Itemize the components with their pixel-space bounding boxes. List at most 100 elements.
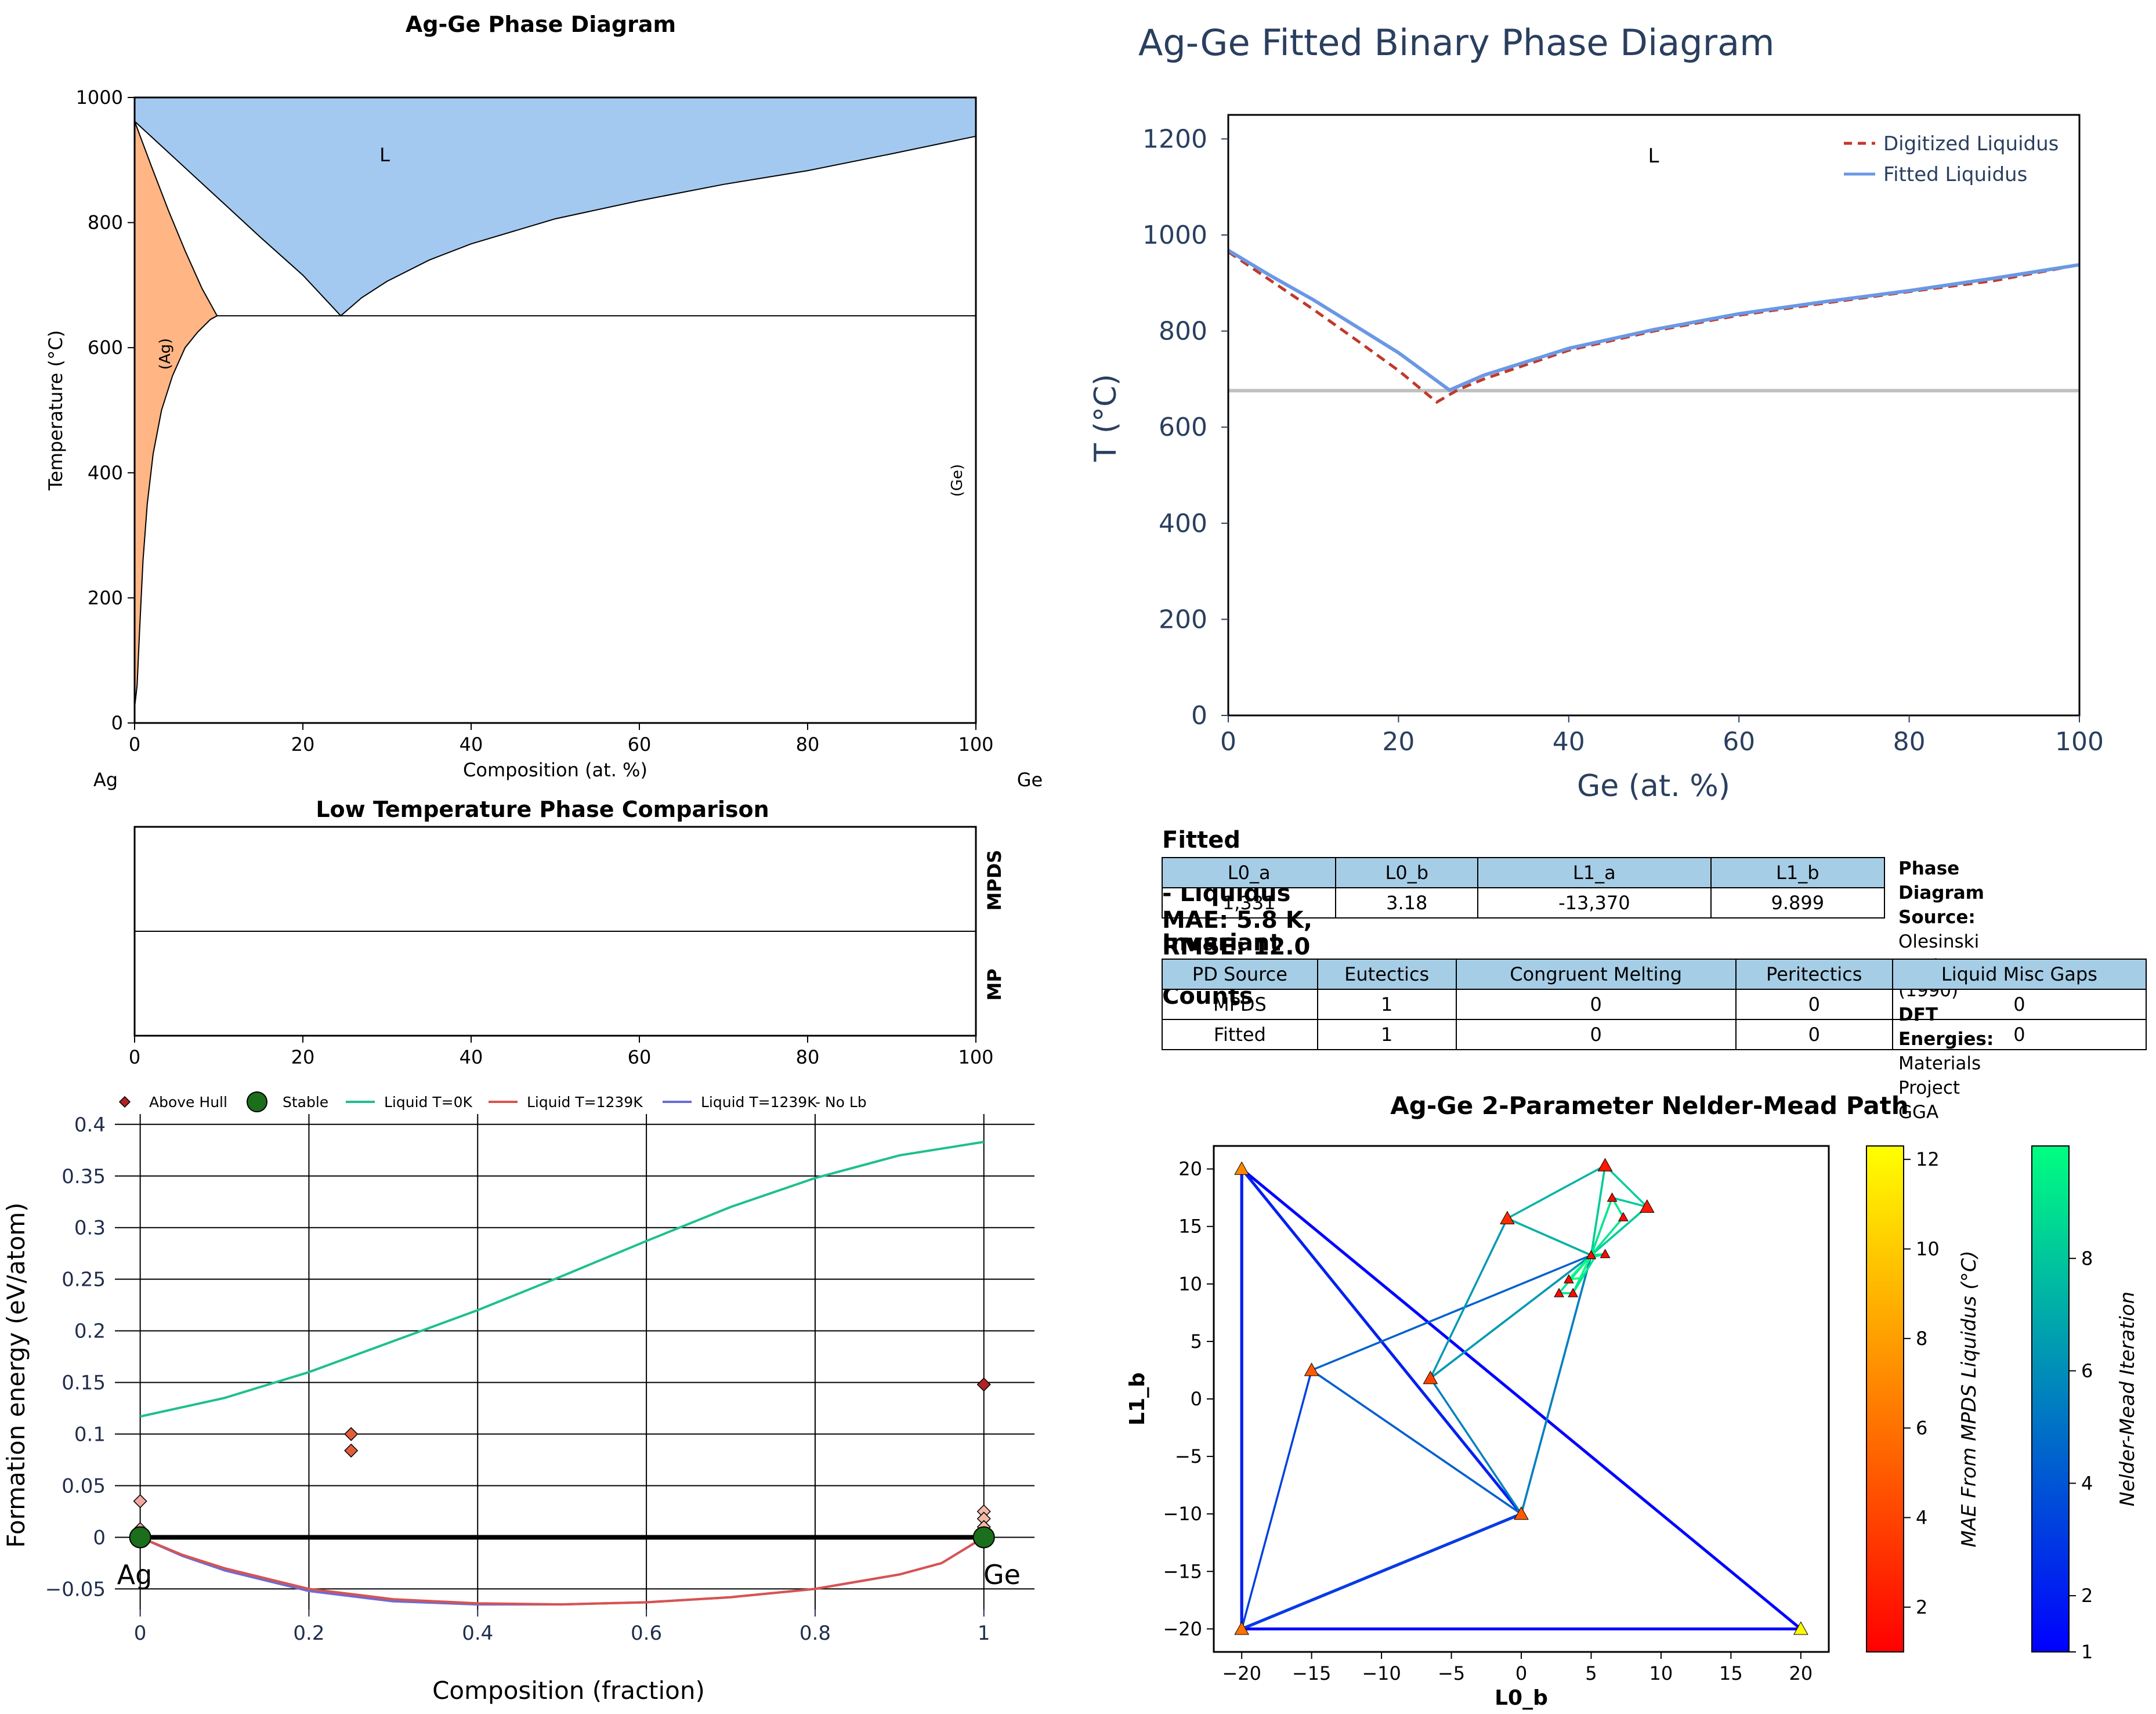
params-table: L0_a L0_b L1_a L1_b 1,331 3.18 -13,370 9… [1161, 857, 1886, 919]
fitted-diagram-ylabel: T (°C) [1088, 374, 1123, 462]
y-tick-label: 200 [88, 587, 123, 609]
params-value-cell: -13,370 [1477, 887, 1712, 919]
legend-liquid-1239k-label: Liquid T=1239K [527, 1094, 643, 1111]
x-tick-label: 5 [1585, 1662, 1597, 1684]
x-tick-label: 60 [628, 1046, 652, 1068]
liquidus-line [134, 121, 976, 317]
y-tick-label: 0 [93, 1526, 106, 1549]
legend-stable-marker [247, 1091, 267, 1112]
low-temp-axes: 0 20 40 60 80 100 [129, 1036, 994, 1068]
liquid-1239k-line [139, 1536, 985, 1606]
phase-diagram-panel: Ag-Ge Phase Diagram 0 20 40 60 80 10002004006… [45, 12, 1043, 791]
dft-source-value: Materials Project GGA [1898, 1053, 1981, 1123]
y-tick-label: 0.35 [62, 1165, 106, 1188]
x-tick-label: −10 [1362, 1662, 1401, 1684]
x-tick-label: −20 [1222, 1662, 1261, 1684]
ge-end-label: Ge [983, 1559, 1021, 1590]
x-tick-label: 20 [291, 733, 315, 755]
simplex-triangle [1309, 1253, 1593, 1516]
left-element-label: Ag [93, 769, 118, 791]
invariants-cell: 0 [1891, 989, 2147, 1020]
liquid-region-label: L [379, 144, 390, 166]
nelder-mead-panel: Ag-Ge 2-Parameter Nelder-Mead Path −20 −1… [1126, 1091, 2139, 1710]
y-tick-label: 800 [88, 212, 123, 234]
row-label-mpds: MPDS [983, 850, 1005, 911]
y-tick-label: 0.4 [74, 1113, 106, 1137]
x-tick-label: 10 [1649, 1662, 1673, 1684]
colorbar-tick-label: 6 [2081, 1360, 2093, 1382]
simplex-vertex [1618, 1212, 1629, 1221]
params-value-row: 1,331 3.18 -13,370 9.899 [1161, 887, 1886, 919]
params-header-cell: L1_b [1710, 857, 1886, 888]
x-tick-label: 40 [460, 1046, 483, 1068]
table-row: Fitted 1 0 0 0 [1162, 1019, 2147, 1050]
x-tick-label: 0 [129, 1046, 140, 1068]
x-tick-label: 0 [1220, 727, 1236, 757]
x-tick-label: 80 [796, 1046, 820, 1068]
x-tick-label: 60 [628, 733, 652, 755]
x-tick-label: 20 [291, 1046, 315, 1068]
simplex-triangle [1240, 1166, 1805, 1630]
x-tick-label: 20 [1789, 1662, 1813, 1684]
ge-region-label: (Ge) [949, 464, 966, 497]
colorbar-tick-label: 12 [1916, 1148, 1940, 1170]
phase-regions [134, 97, 976, 723]
fitted-liquidus-line [1227, 248, 2080, 392]
formation-energy-xlabel: Composition (fraction) [432, 1676, 705, 1705]
x-tick-label: 0 [1515, 1662, 1527, 1684]
params-header-row: L0_a L0_b L1_a L1_b [1161, 857, 1886, 888]
y-tick-label: 15 [1178, 1216, 1202, 1238]
invariants-cell: 0 [1891, 1019, 2147, 1050]
simplex-vertex [1554, 1288, 1564, 1297]
y-tick-label: 800 [1159, 317, 1207, 346]
x-tick-label: −15 [1292, 1662, 1332, 1684]
simplex-vertex [1600, 1249, 1611, 1259]
fitted-diagram-panel: Ag-Ge Fitted Binary Phase Diagram 0 20 40 6… [1088, 21, 2104, 804]
ag-solidus-line [134, 121, 218, 316]
x-tick-label: 100 [2055, 727, 2104, 757]
params-value-cell: 9.899 [1710, 887, 1886, 919]
simplex-vertex [1568, 1288, 1578, 1297]
pd-source-label: Phase Diagram Source: [1898, 858, 1984, 928]
x-tick-label: 80 [1893, 727, 1926, 757]
invariants-cell: 0 [1735, 989, 1893, 1020]
simplex-triangle [1590, 1195, 1625, 1256]
legend-liquid-0k-label: Liquid T=0K [384, 1094, 472, 1111]
colorbar-tick-label: 4 [1916, 1506, 1927, 1528]
right-element-label: Ge [1017, 769, 1043, 791]
simplex-vertex [1639, 1199, 1655, 1213]
y-tick-label: 0.2 [74, 1320, 106, 1343]
row-label-mp: MP [983, 968, 1005, 1000]
simplex-vertex [1304, 1362, 1319, 1376]
fitted-legend: Digitized Liquidus Fitted Liquidus [1844, 132, 2059, 186]
x-tick-label: 0 [134, 1622, 147, 1645]
invariants-header-cell: Congruent Melting [1455, 959, 1737, 990]
y-tick-label: 0.3 [74, 1217, 106, 1240]
y-tick-label: 0 [111, 712, 123, 734]
y-tick-label: −15 [1163, 1560, 1202, 1582]
y-tick-label: 600 [1159, 413, 1207, 442]
x-tick-label: 1 [978, 1622, 990, 1645]
legend-fitted-label: Fitted Liquidus [1883, 163, 2027, 186]
y-tick-label: 1200 [1142, 124, 1207, 154]
above-hull-point [344, 1443, 359, 1458]
above-hull-point [976, 1377, 991, 1392]
simplex-vertex [1423, 1371, 1438, 1384]
simplex-vertex [1597, 1158, 1613, 1171]
formation-energy-grid [115, 1114, 1034, 1610]
formation-energy-data [129, 1141, 995, 1606]
y-tick-label: 400 [1159, 509, 1207, 538]
y-tick-label: 0.25 [62, 1268, 106, 1292]
colorbar-tick-label: 8 [2081, 1247, 2093, 1270]
params-header-cell: L0_a [1161, 857, 1337, 888]
invariants-cell: Fitted [1162, 1019, 1318, 1050]
legend-liquid-nolb-label: Liquid T=1239K- No Lb [701, 1094, 867, 1111]
fitted-liquid-label: L [1648, 144, 1659, 168]
phase-diagram-title: Ag-Ge Phase Diagram [406, 12, 676, 37]
invariants-header-cell: Peritectics [1735, 959, 1893, 990]
mae-colorbar [1866, 1145, 1904, 1652]
invariants-table: PD Source Eutectics Congruent Melting Pe… [1162, 959, 2147, 1050]
x-tick-label: 0.4 [462, 1622, 493, 1645]
y-tick-label: 0 [1191, 701, 1207, 731]
